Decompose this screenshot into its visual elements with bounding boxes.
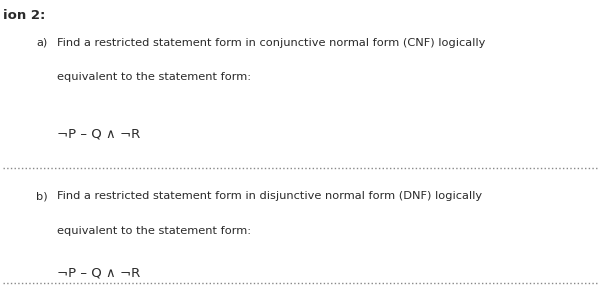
Text: equivalent to the statement form:: equivalent to the statement form: — [57, 72, 251, 82]
Text: equivalent to the statement form:: equivalent to the statement form: — [57, 226, 251, 236]
Text: b): b) — [36, 191, 47, 201]
Text: Find a restricted statement form in disjunctive normal form (DNF) logically: Find a restricted statement form in disj… — [57, 191, 482, 201]
Text: Find a restricted statement form in conjunctive normal form (CNF) logically: Find a restricted statement form in conj… — [57, 38, 485, 48]
Text: ¬P – Q ∧ ¬R: ¬P – Q ∧ ¬R — [57, 128, 140, 141]
Text: ion 2:: ion 2: — [3, 9, 46, 22]
Text: ¬P – Q ∧ ¬R: ¬P – Q ∧ ¬R — [57, 267, 140, 280]
Text: a): a) — [36, 38, 47, 48]
